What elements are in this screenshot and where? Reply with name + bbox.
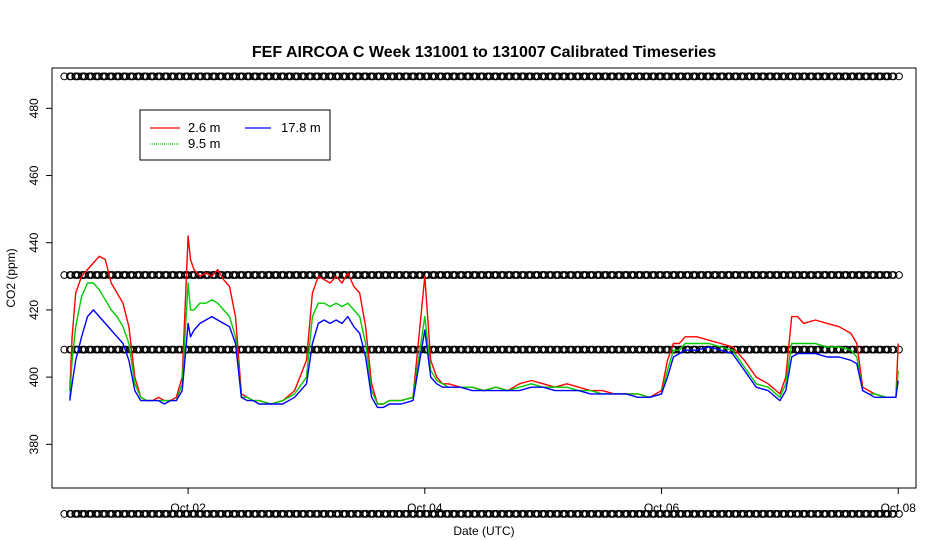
series-lines <box>69 235 899 409</box>
y-tick-label: 420 <box>27 300 41 320</box>
reference-marker <box>895 345 903 354</box>
plot-frame <box>51 67 917 489</box>
series-line-9-5-m <box>69 282 899 405</box>
y-tick-label: 380 <box>27 434 41 454</box>
reference-marker <box>884 345 892 354</box>
x-tick-label: Oct 02 <box>170 501 206 515</box>
legend-box <box>139 109 331 161</box>
legend-label-17-8m: 17.8 m <box>281 120 321 135</box>
x-tick-label: Oct 08 <box>881 501 917 515</box>
x-axis: Oct 02 Oct 04 Oct 06 Oct 08 <box>170 488 916 515</box>
reference-marker <box>895 510 903 518</box>
reference-marker <box>889 510 898 518</box>
x-tick-label: Oct 06 <box>644 501 680 515</box>
y-axis: 380 400 420 440 460 480 <box>27 98 52 454</box>
y-axis-label: CO2 (ppm) <box>4 248 18 307</box>
reference-marker <box>895 271 903 279</box>
reference-marker <box>889 345 898 354</box>
reference-marker <box>884 510 892 518</box>
legend-label-9-5m: 9.5 m <box>188 136 221 151</box>
reference-marker <box>895 72 903 81</box>
x-axis-label: Date (UTC) <box>453 524 514 538</box>
x-tick-label: Oct 04 <box>407 501 443 515</box>
reference-marker <box>889 271 898 279</box>
reference-marker <box>884 72 892 81</box>
chart-title: FEF AIRCOA C Week 131001 to 131007 Calib… <box>252 44 716 61</box>
reference-marker <box>889 72 898 81</box>
y-tick-label: 440 <box>27 232 41 252</box>
series-line-17-8-m <box>69 309 899 409</box>
y-tick-label: 480 <box>27 98 41 118</box>
series-line-2-6-m <box>69 235 899 405</box>
legend-label-2-6m: 2.6 m <box>188 120 221 135</box>
legend: 2.6 m 9.5 m 17.8 m <box>139 109 331 161</box>
reference-markers <box>60 72 903 518</box>
y-tick-label: 400 <box>27 367 41 387</box>
y-tick-label: 460 <box>27 165 41 185</box>
reference-marker <box>884 271 892 279</box>
